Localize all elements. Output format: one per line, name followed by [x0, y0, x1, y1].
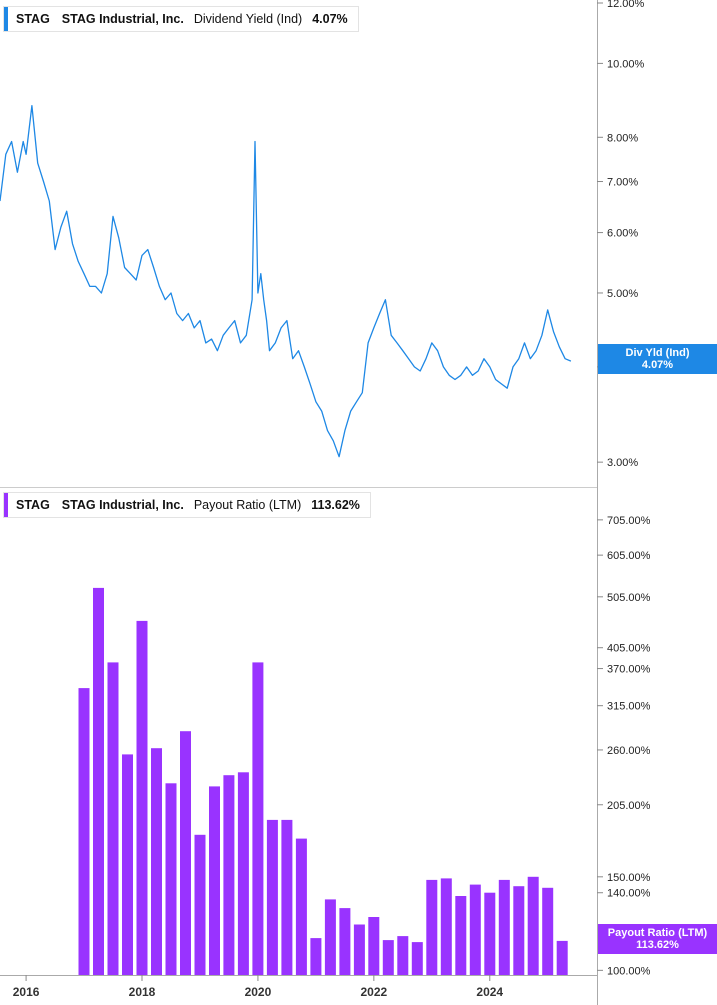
payout-bar — [353, 924, 365, 975]
y-axis-ticks: 12.00%10.00%8.00%7.00%6.00%5.00%4.00%3.0… — [597, 0, 651, 977]
payout-bar — [324, 899, 336, 975]
payout-y-tick-label: 705.00% — [607, 515, 651, 527]
payout-tag-label: Payout Ratio (LTM) — [607, 927, 708, 939]
yield-tag-value: 4.07% — [641, 359, 674, 371]
payout-bar — [513, 886, 525, 975]
payout-bar — [527, 876, 539, 975]
dividend-yield-plot — [0, 105, 572, 458]
yield-y-tick-label: 10.00% — [607, 58, 645, 70]
payout-bar — [397, 936, 409, 975]
payout-bar — [165, 783, 177, 975]
yield-y-tick-label: 8.00% — [607, 132, 638, 144]
payout-y-tick-label: 505.00% — [607, 592, 651, 604]
payout-legend-metric: Payout Ratio (LTM) — [193, 498, 302, 512]
payout-bar — [426, 879, 438, 975]
yield-y-tick-label: 6.00% — [607, 228, 638, 240]
payout-bar — [440, 878, 452, 975]
payout-bar — [136, 620, 148, 975]
payout-y-tick-label: 605.00% — [607, 550, 651, 562]
yield-legend-swatch — [4, 7, 8, 31]
yield-last-value-tag: Div Yld (Ind) 4.07% — [598, 344, 717, 374]
payout-bar — [237, 772, 249, 975]
payout-bar — [339, 908, 351, 975]
payout-bar — [295, 838, 307, 975]
payout-bar — [122, 754, 133, 975]
payout-bar — [484, 892, 496, 975]
payout-y-tick-label: 315.00% — [607, 701, 651, 713]
payout-y-tick-label: 150.00% — [607, 872, 651, 884]
yield-legend-value: 4.07% — [312, 12, 348, 26]
yield-legend-company: STAG Industrial, Inc. — [61, 12, 184, 26]
payout-bar — [180, 731, 191, 975]
yield-legend-metric: Dividend Yield (Ind) — [193, 12, 303, 26]
x-tick-label: 2024 — [476, 985, 503, 999]
payout-y-tick-label: 100.00% — [607, 965, 651, 977]
yield-tag-label: Div Yld (Ind) — [625, 347, 690, 359]
yield-y-tick-label: 7.00% — [607, 177, 638, 189]
payout-y-tick-label: 205.00% — [607, 800, 651, 812]
payout-bar — [151, 748, 162, 975]
x-tick-label: 2022 — [360, 985, 387, 999]
x-tick-label: 2016 — [13, 985, 40, 999]
yield-y-tick-label: 3.00% — [607, 457, 638, 469]
payout-tag-value: 113.62% — [636, 939, 679, 951]
payout-bar — [382, 940, 394, 975]
payout-y-tick-label: 370.00% — [607, 664, 651, 676]
payout-last-value-tag: Payout Ratio (LTM) 113.62% — [598, 924, 717, 954]
payout-bar — [310, 938, 322, 975]
payout-y-tick-label: 260.00% — [607, 745, 651, 757]
payout-legend-company: STAG Industrial, Inc. — [61, 498, 184, 512]
payout-ratio-plot — [78, 587, 568, 975]
payout-bar — [455, 896, 467, 975]
payout-legend: STAG STAG Industrial, Inc. Payout Ratio … — [3, 492, 371, 518]
payout-bar — [194, 834, 206, 975]
payout-bar — [107, 662, 119, 975]
payout-bar — [368, 917, 380, 975]
payout-bar — [498, 879, 510, 975]
payout-bar — [252, 662, 264, 975]
payout-y-tick-label: 140.00% — [607, 888, 651, 900]
payout-legend-value: 113.62% — [311, 498, 360, 512]
payout-bar — [542, 887, 554, 975]
x-tick-label: 2018 — [129, 985, 156, 999]
payout-bar — [411, 942, 423, 975]
payout-y-tick-label: 405.00% — [607, 643, 651, 655]
payout-bar — [266, 819, 278, 975]
yield-legend: STAG STAG Industrial, Inc. Dividend Yiel… — [3, 6, 359, 32]
dividend-yield-line — [0, 105, 572, 458]
x-axis-ticks: 2016 2018 2020 2022 2024 — [13, 975, 503, 999]
x-tick-label: 2020 — [245, 985, 272, 999]
payout-bar — [209, 786, 220, 975]
yield-y-tick-label: 12.00% — [607, 0, 645, 10]
yield-y-tick-label: 5.00% — [607, 288, 638, 300]
payout-legend-swatch — [4, 493, 8, 517]
payout-bar — [469, 884, 481, 975]
payout-bar — [556, 940, 568, 975]
payout-bar — [281, 819, 293, 975]
payout-legend-ticker: STAG — [16, 498, 50, 512]
yield-legend-ticker: STAG — [16, 12, 50, 26]
payout-bar — [223, 775, 235, 975]
payout-bar — [78, 688, 90, 975]
payout-bar — [93, 587, 104, 975]
